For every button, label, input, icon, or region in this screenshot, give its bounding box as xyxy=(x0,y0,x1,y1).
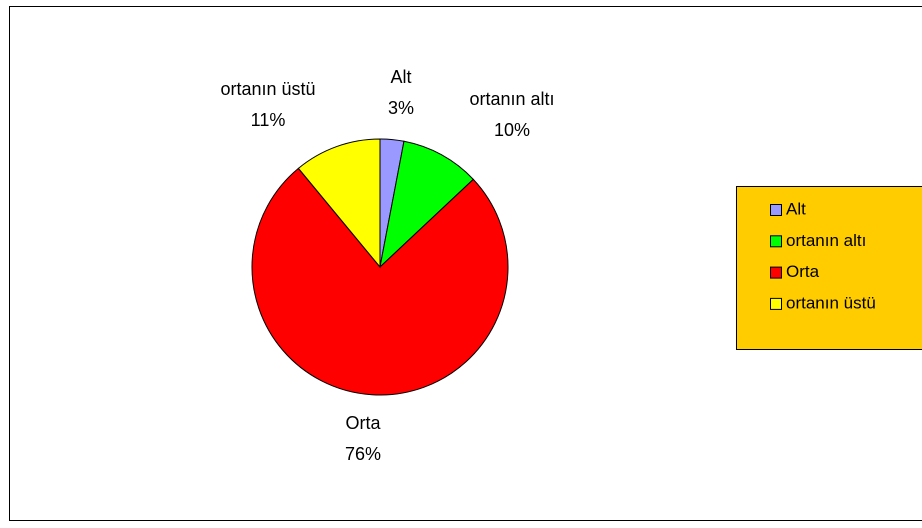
pie-slice xyxy=(297,138,381,269)
legend-swatch xyxy=(770,266,782,279)
slice-value-label: 11% xyxy=(251,110,286,130)
slice-value-label: 76% xyxy=(345,444,381,464)
slice-value-label: 3% xyxy=(388,98,414,118)
legend-label: ortanın üstü xyxy=(786,293,876,312)
legend-swatch xyxy=(770,297,782,310)
slice-label: ortanın altı xyxy=(469,89,554,109)
legend-label: Alt xyxy=(786,199,806,218)
slice-label: Orta xyxy=(345,413,381,433)
pie-slice xyxy=(251,167,509,396)
slice-label: Alt xyxy=(390,67,411,87)
legend-swatch xyxy=(770,204,782,216)
slice-value-label: 10% xyxy=(494,120,530,140)
legend-label: ortanın altı xyxy=(786,231,866,250)
pie-slice xyxy=(379,140,475,269)
legend-swatch xyxy=(770,235,782,248)
slice-label: ortanın üstü xyxy=(220,79,315,99)
legend-label: Orta xyxy=(786,262,820,281)
legend-box xyxy=(736,186,922,350)
